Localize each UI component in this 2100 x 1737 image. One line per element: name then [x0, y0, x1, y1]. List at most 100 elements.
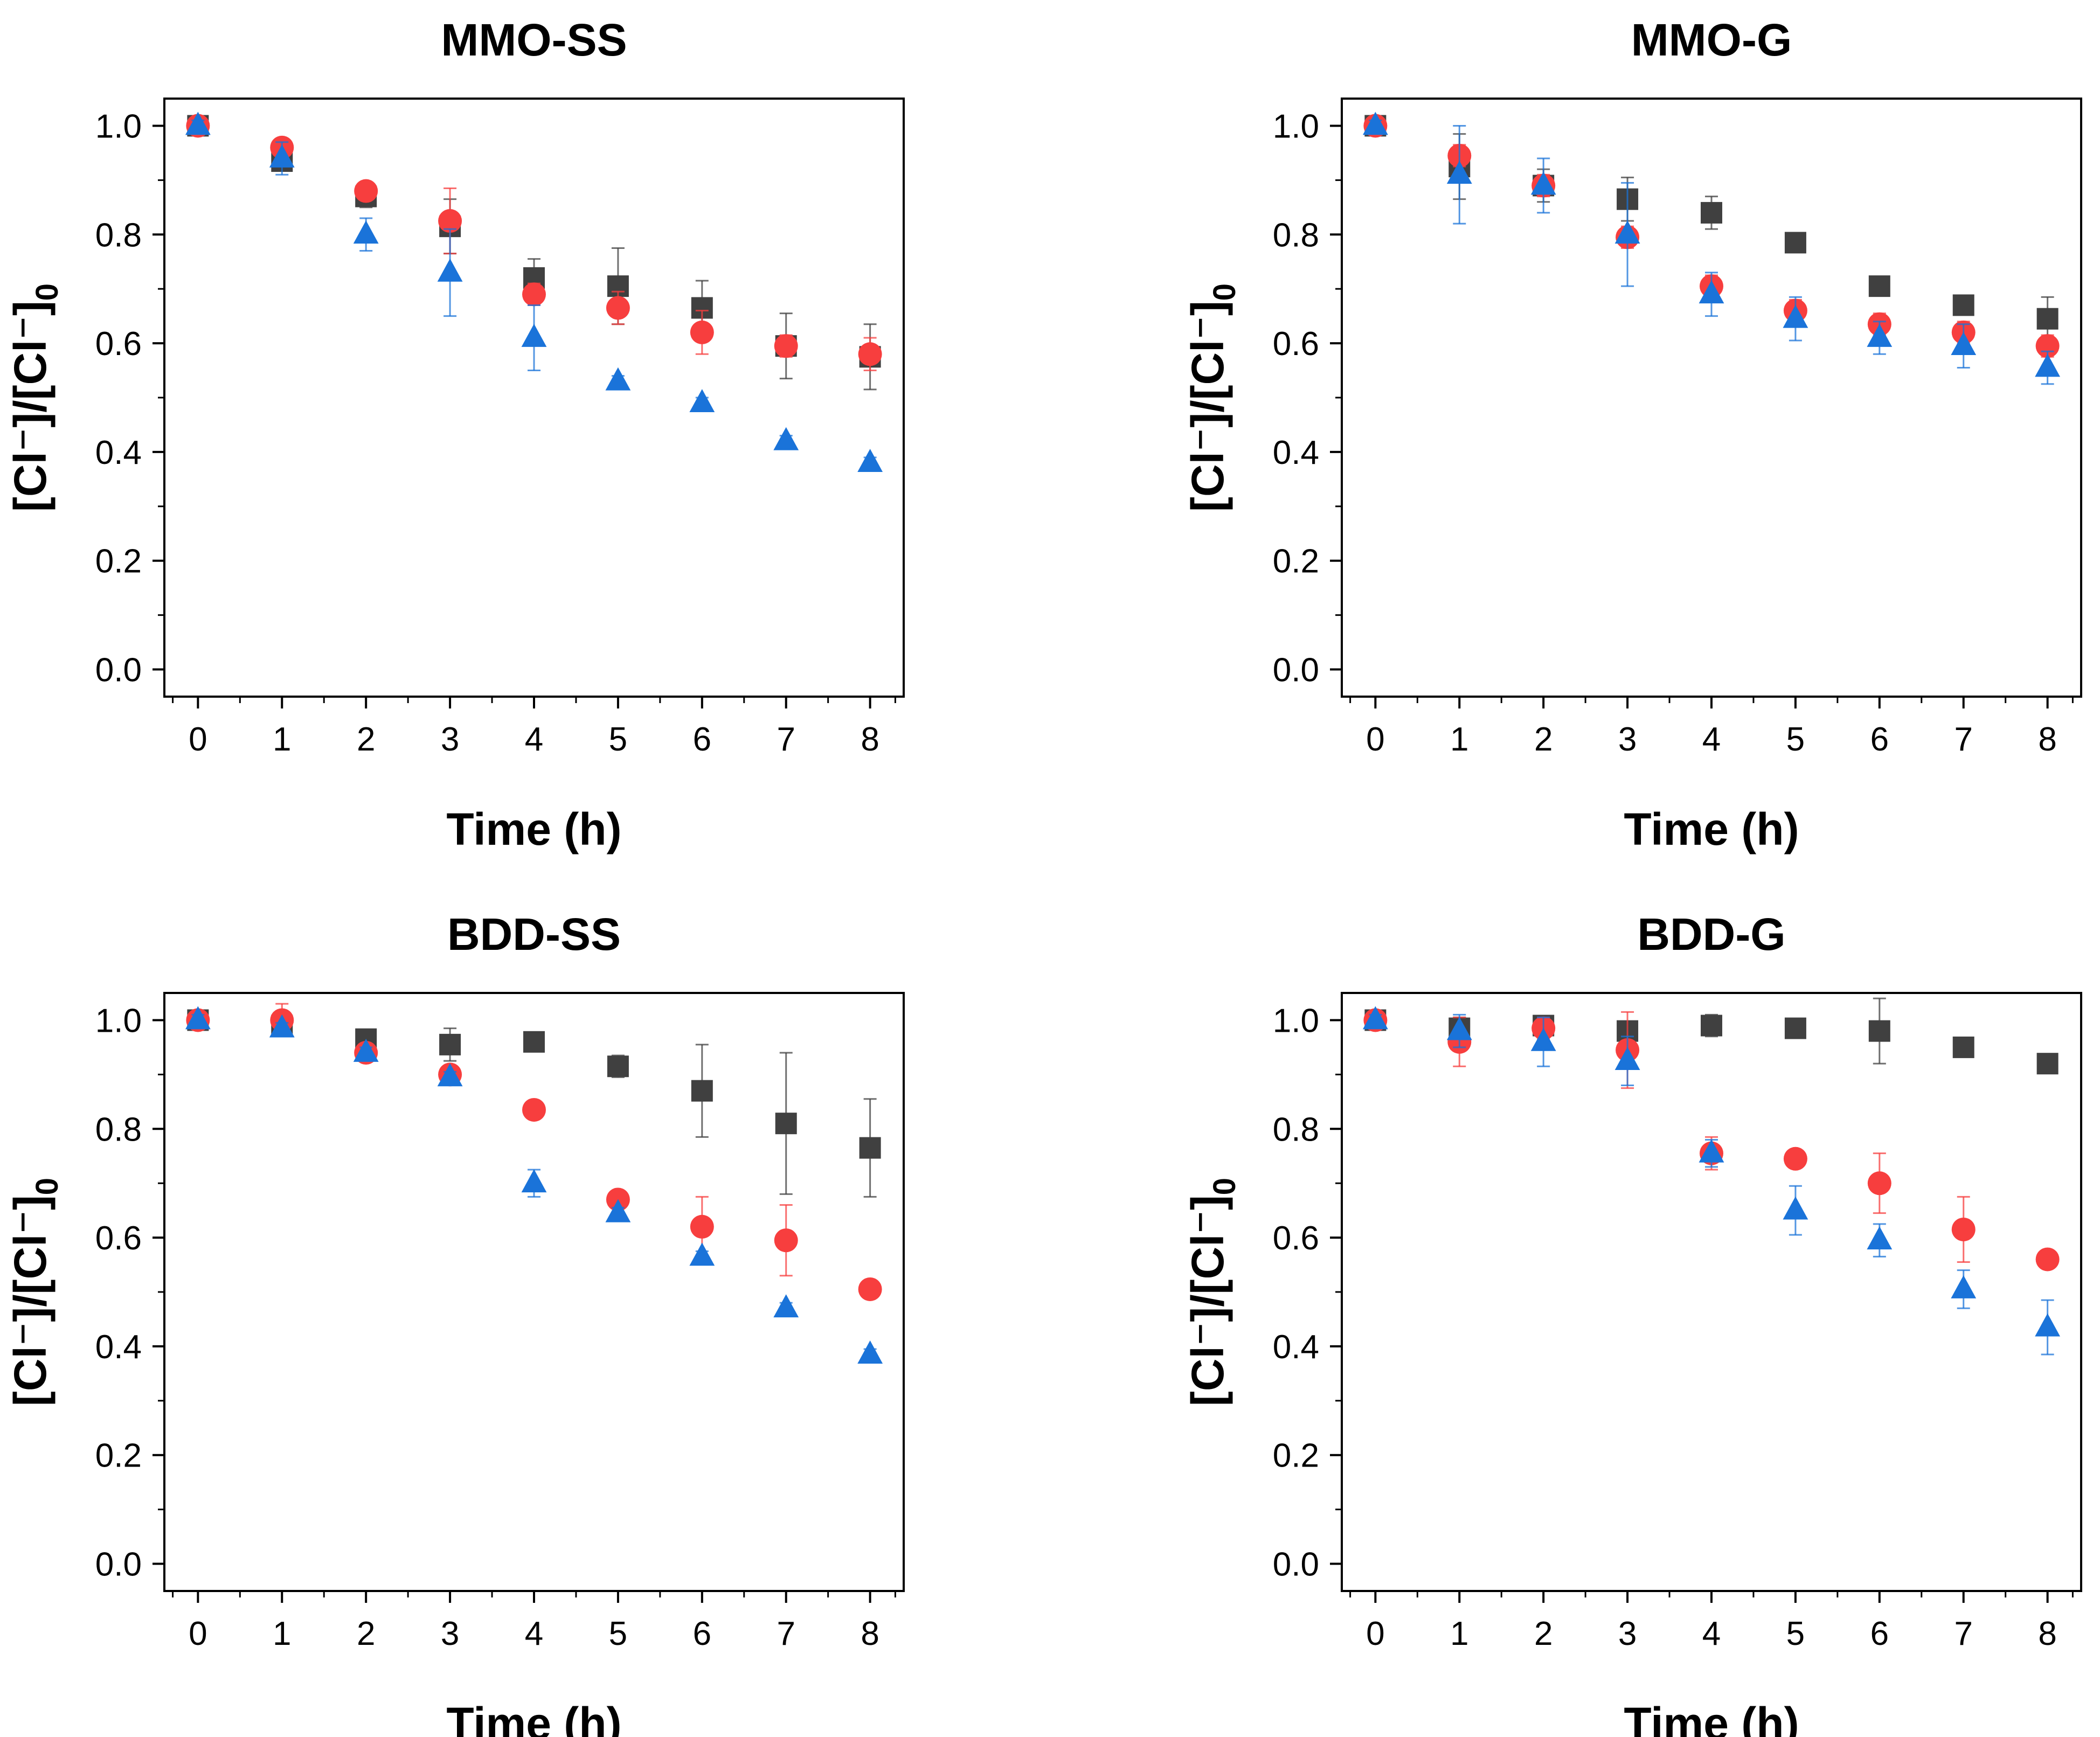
- x-tick-label: 8: [861, 721, 879, 758]
- data-point-triangle: [773, 1294, 799, 1318]
- y-tick-label: 0.4: [95, 1329, 142, 1366]
- data-point-square: [2036, 1053, 2059, 1075]
- x-tick-label: 5: [1786, 1615, 1805, 1652]
- data-point-triangle: [1783, 304, 1808, 328]
- y-tick-label: 0.0: [95, 652, 142, 689]
- x-tick-label: 7: [777, 1615, 795, 1652]
- y-axis-title-subscript: 0: [1207, 283, 1242, 301]
- y-axis-title-text: [Cl⁻]/[Cl⁻]0: [1182, 283, 1242, 512]
- x-tick-label: 1: [1450, 1615, 1468, 1652]
- y-tick-label: 0.8: [1273, 1111, 1319, 1148]
- data-point-triangle: [1614, 220, 1640, 244]
- data-point-triangle: [1530, 171, 1556, 195]
- plot-frame: [163, 98, 905, 698]
- data-point-square: [1701, 1015, 1722, 1037]
- data-point-square: [1868, 275, 1890, 297]
- x-tick-label: 4: [1702, 1615, 1721, 1652]
- x-tick-label: 5: [609, 721, 627, 758]
- data-point-square: [1784, 1017, 1806, 1039]
- data-point-square: [607, 1055, 629, 1078]
- chart-panel-2: MMO-G 0 1 2 3 4 5 6 7 8 0.0 0.2 0.4 0.6 0.8 1.0 Time (h)…: [1182, 15, 2082, 854]
- y-axis-title-main: [Cl⁻]/[Cl⁻]: [1182, 301, 1233, 512]
- data-point-triangle: [1783, 1196, 1808, 1220]
- x-tick-label: 0: [189, 721, 207, 758]
- x-axis-title: Time (h): [446, 804, 621, 854]
- y-axis-title-main: [Cl⁻]/[Cl⁻]: [5, 1195, 56, 1406]
- data-point-square: [1952, 294, 1974, 316]
- y-tick-label: 0.2: [95, 543, 142, 580]
- data-point-triangle: [1951, 1275, 1977, 1298]
- data-point-triangle: [521, 324, 547, 347]
- x-tick-label: 7: [777, 721, 795, 758]
- series-1: [1364, 997, 2059, 1075]
- chart-panel-4: BDD-G 0 1 2 3 4 5 6 7 8 0.0 0.2 0.4 0.6 0.8 1.0 Time (h)…: [1182, 909, 2082, 1737]
- data-point-triangle: [437, 1063, 463, 1087]
- y-tick-label: 1.0: [1273, 1002, 1319, 1039]
- x-axis-title: Time (h): [1624, 804, 1799, 854]
- x-tick-label: 1: [273, 1615, 291, 1652]
- x-tick-label: 6: [1870, 1615, 1889, 1652]
- data-point-triangle: [185, 112, 211, 135]
- y-axis-title-text: [Cl⁻]/[Cl⁻]0: [1182, 1178, 1242, 1406]
- y-tick-label: 0.6: [95, 1220, 142, 1257]
- x-tick-label: 1: [273, 721, 291, 758]
- y-axis-title-subscript: 0: [30, 283, 65, 301]
- data-point-triangle: [1699, 280, 1724, 304]
- data-point-triangle: [1951, 332, 1977, 356]
- y-axis-title-main: [Cl⁻]/[Cl⁻]: [5, 301, 56, 512]
- data-point-square: [1784, 232, 1806, 254]
- data-point-circle: [1951, 1217, 1976, 1241]
- data-point-triangle: [1362, 1006, 1388, 1030]
- data-point-triangle: [521, 1169, 547, 1193]
- data-point-triangle: [773, 427, 799, 450]
- data-point-triangle: [689, 389, 715, 412]
- y-tick-label: 0.8: [95, 217, 142, 254]
- x-tick-label: 0: [1366, 1615, 1384, 1652]
- data-point-triangle: [1530, 1027, 1556, 1051]
- x-tick-label: 0: [1366, 721, 1384, 758]
- series-3: [185, 1006, 883, 1364]
- series-2: [1363, 114, 2060, 358]
- chart-title: BDD-SS: [447, 909, 621, 960]
- data-point-circle: [606, 296, 630, 320]
- chart-title: MMO-SS: [441, 15, 627, 65]
- data-point-triangle: [437, 258, 463, 282]
- data-point-triangle: [2035, 1313, 2061, 1337]
- data-point-triangle: [605, 1199, 631, 1222]
- y-tick-label: 0.6: [95, 325, 142, 363]
- chart-title: MMO-G: [1631, 15, 1792, 65]
- x-tick-label: 4: [525, 721, 543, 758]
- data-point-square: [1952, 1036, 1974, 1058]
- y-tick-label: 0.4: [95, 434, 142, 471]
- y-axis-title-subscript: 0: [1207, 1178, 1242, 1195]
- x-tick-label: 2: [1534, 721, 1553, 758]
- chart-title: BDD-G: [1637, 909, 1785, 960]
- chart-panel-1: MMO-SS 0 1 2 3 4 5 6 7 8 0.0 0.2 0.4 0.6 0.8 1.0 Time (h…: [5, 15, 905, 854]
- y-axis-title-subscript: 0: [30, 1178, 65, 1195]
- data-point-triangle: [1614, 1047, 1640, 1071]
- data-point-square: [859, 1137, 881, 1159]
- data-point-square: [439, 1033, 461, 1055]
- data-point-triangle: [857, 449, 883, 472]
- data-point-circle: [690, 320, 714, 344]
- y-tick-label: 0.0: [1273, 652, 1319, 689]
- data-point-triangle: [185, 1006, 211, 1030]
- x-tick-label: 5: [1786, 721, 1805, 758]
- data-point-circle: [354, 179, 378, 203]
- y-tick-label: 0.4: [1273, 434, 1319, 471]
- x-tick-label: 8: [861, 1615, 879, 1652]
- data-point-square: [523, 1031, 545, 1053]
- y-tick-label: 1.0: [95, 108, 142, 145]
- y-tick-label: 0.2: [1273, 1437, 1319, 1475]
- data-point-triangle: [269, 144, 295, 168]
- y-axis-title: [Cl⁻]/[Cl⁻]0: [1182, 1178, 1242, 1406]
- data-point-triangle: [857, 1340, 883, 1364]
- data-point-circle: [858, 1277, 882, 1301]
- data-point-square: [2036, 308, 2059, 330]
- x-tick-label: 3: [441, 721, 459, 758]
- y-tick-label: 0.2: [95, 1437, 142, 1475]
- x-tick-label: 0: [189, 1615, 207, 1652]
- x-tick-label: 4: [525, 1615, 543, 1652]
- y-axis-title: [Cl⁻]/[Cl⁻]0: [5, 283, 65, 512]
